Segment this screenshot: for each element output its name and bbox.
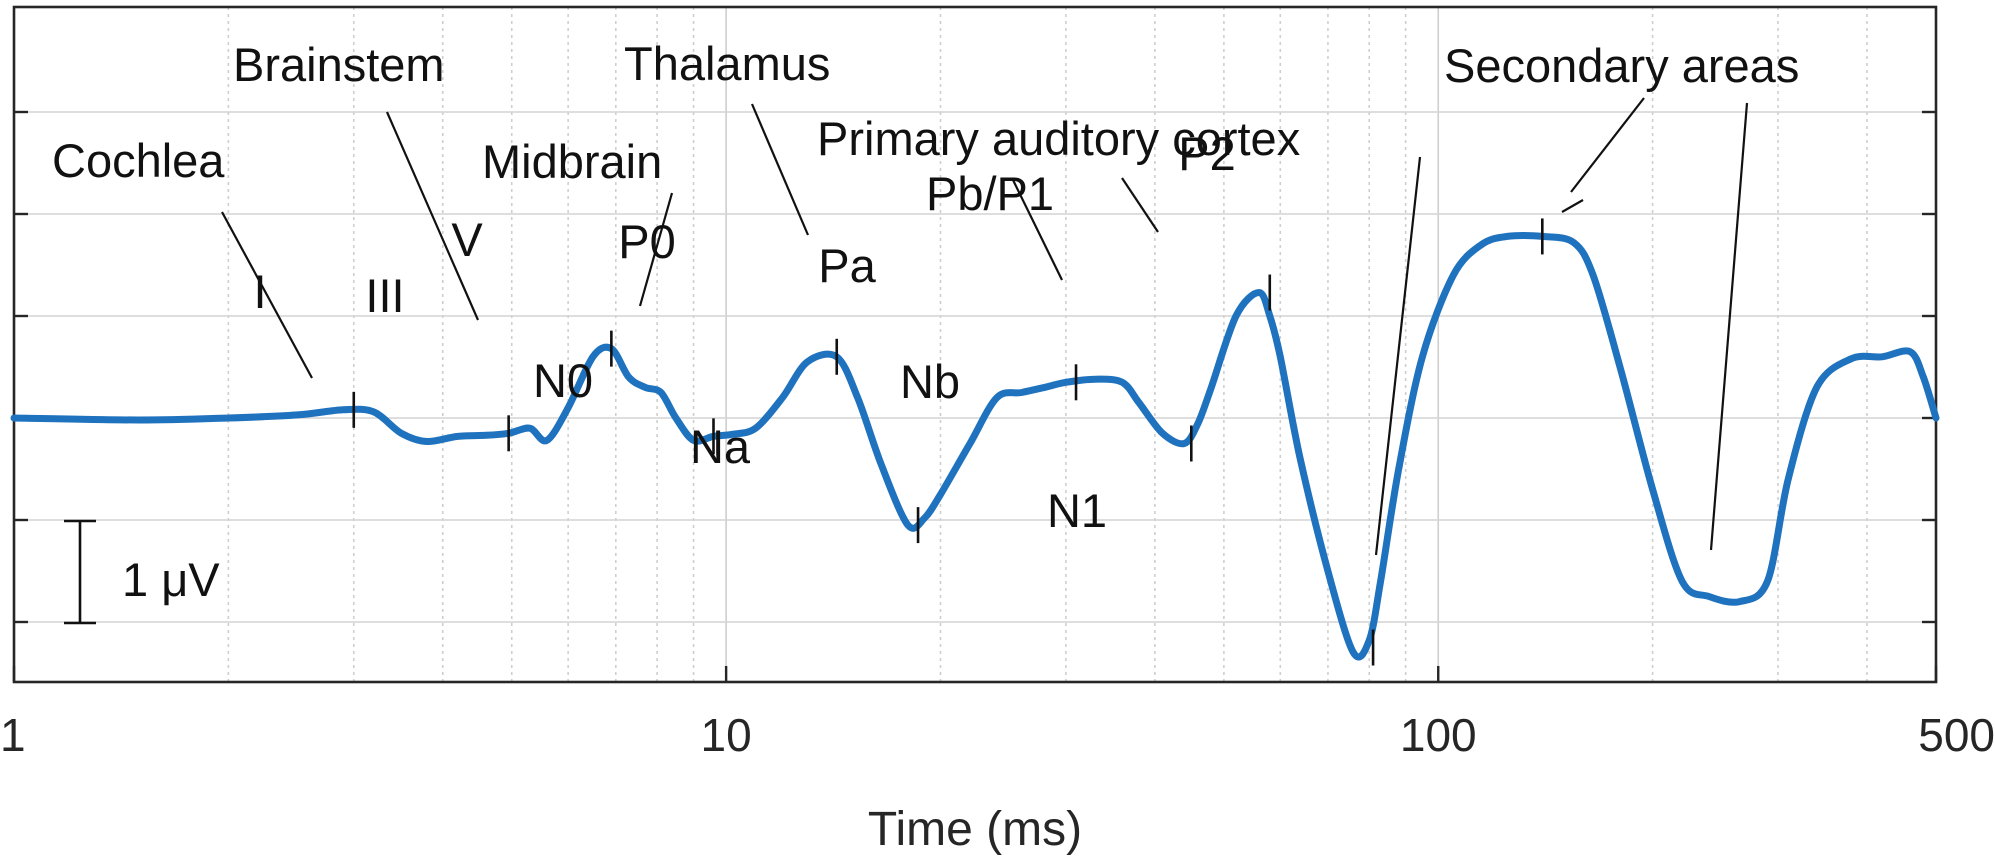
series-line xyxy=(10,232,1940,661)
peak-label: Pb/P1 xyxy=(926,167,1054,220)
peak-label: Pa xyxy=(818,239,876,292)
leader-pa xyxy=(1012,179,1063,281)
x-tick-label: 500 xyxy=(1918,709,1995,761)
peak-label: Na xyxy=(690,420,751,473)
peak-label: Nb xyxy=(900,355,960,408)
axes-box xyxy=(12,5,1938,684)
annotation-cochlea: Cochlea xyxy=(52,134,225,187)
x-tick-label: 10 xyxy=(701,709,752,761)
x-tick-label: 1 xyxy=(0,709,26,761)
annotation-midbrain: Midbrain xyxy=(482,135,662,188)
leader-midbrain xyxy=(638,192,674,307)
x-axis-ticks: 1 10 100 500 xyxy=(0,110,1995,761)
leader-secondary-p2 xyxy=(1570,97,1645,193)
region-annotations: Cochlea Brainstem Midbrain Thalamus Prim… xyxy=(52,37,1799,556)
annotation-thalamus: Thalamus xyxy=(624,37,830,90)
peak-label: N0 xyxy=(533,354,593,407)
x-tick-label: 100 xyxy=(1400,709,1477,761)
peak-label: P2 xyxy=(1178,127,1236,180)
annotation-secondary-areas: Secondary areas xyxy=(1444,39,1799,92)
leader-p2 xyxy=(1561,199,1584,213)
leader-pb xyxy=(1121,177,1159,233)
x-axis-title: Time (ms) xyxy=(868,803,1082,856)
scale-bar-label: 1 μV xyxy=(122,553,220,606)
peak-label: P0 xyxy=(618,215,676,268)
annotation-primary-auditory-cortex: Primary auditory cortex xyxy=(817,112,1300,165)
grid xyxy=(14,7,1936,682)
leader-secondary-n2 xyxy=(1709,102,1749,551)
peak-label: N1 xyxy=(1047,484,1107,537)
leader-brainstem xyxy=(385,111,480,321)
annotation-brainstem: Brainstem xyxy=(233,38,445,91)
peak-label: III xyxy=(365,269,404,322)
scale-bar: 1 μV xyxy=(64,519,220,625)
peak-label: V xyxy=(451,213,483,266)
leader-cochlea xyxy=(221,211,313,379)
leader-n1 xyxy=(1374,156,1422,556)
leader-thalamus xyxy=(750,103,810,236)
